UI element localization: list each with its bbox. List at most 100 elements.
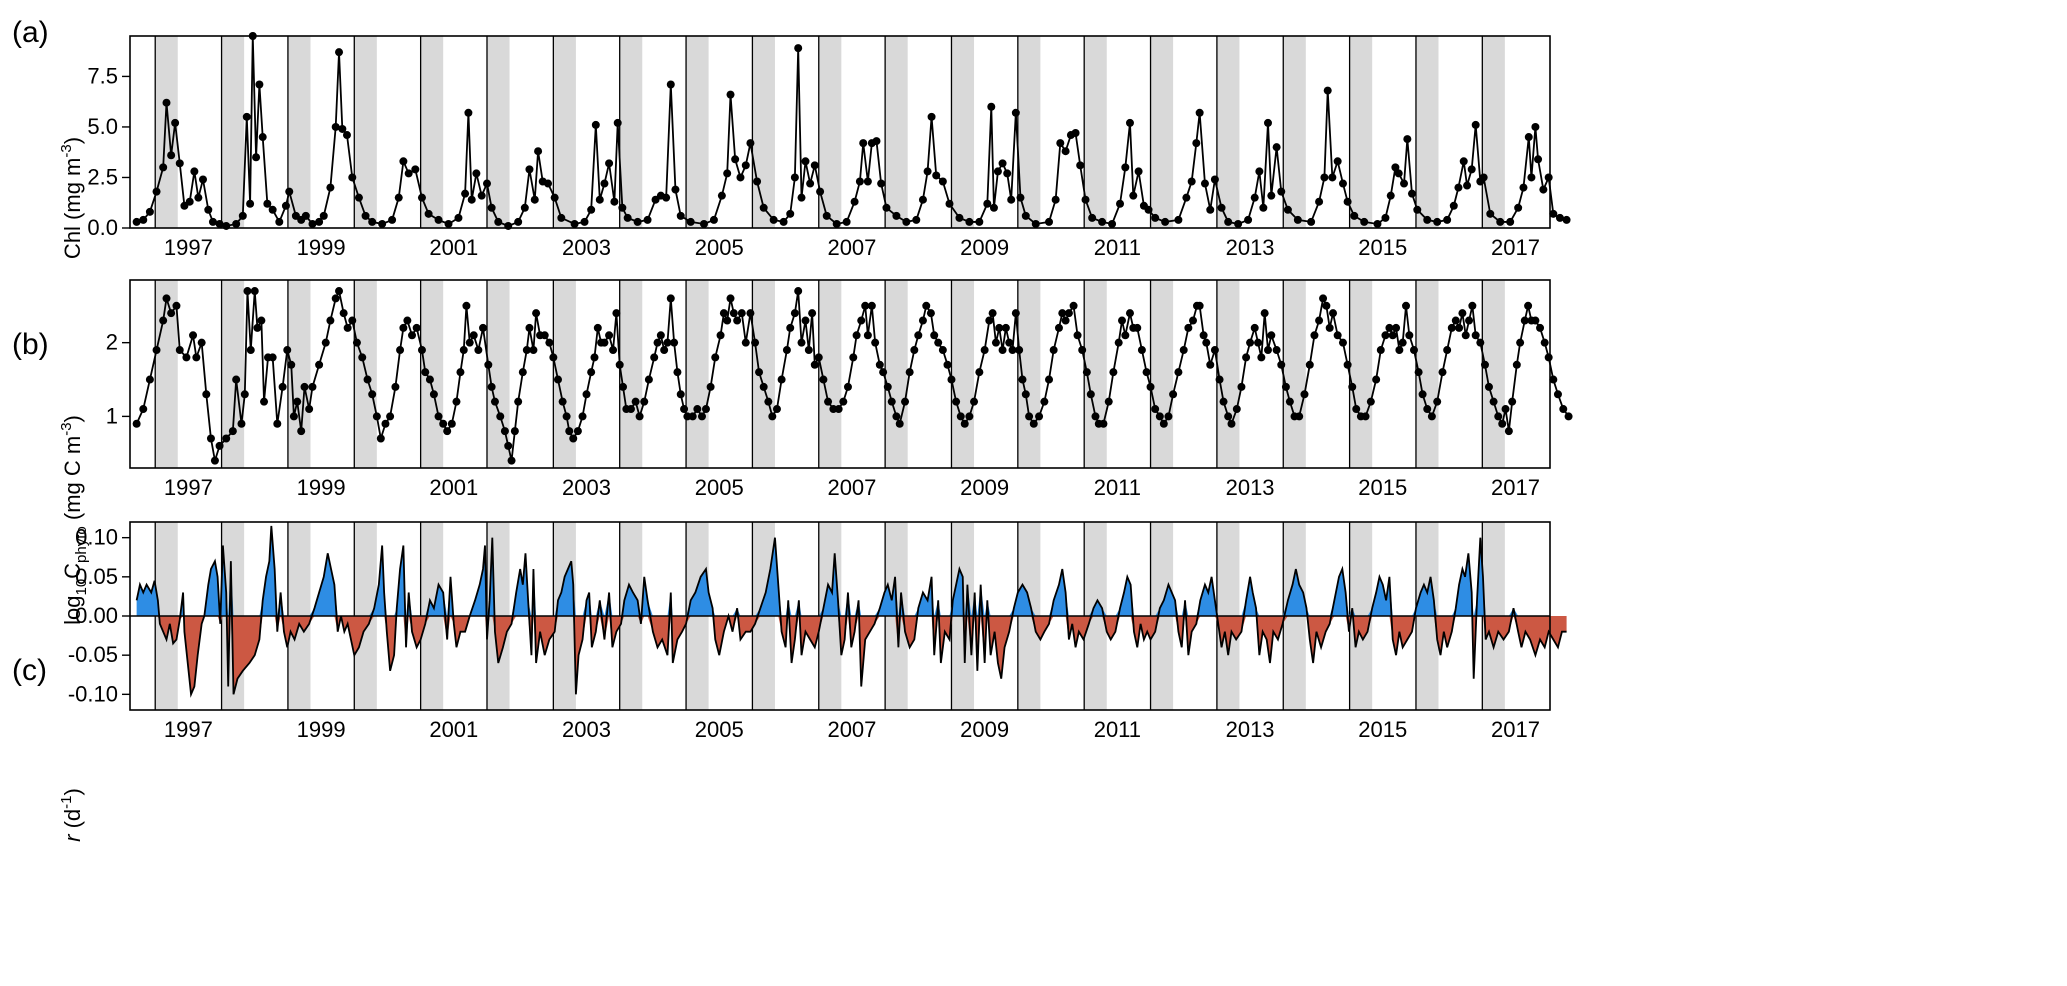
data-point-a-174 (1195, 108, 1204, 117)
data-point-a-72 (544, 179, 553, 188)
winter-shade-a-2011 (1084, 36, 1107, 228)
data-point-b-310 (1443, 346, 1452, 355)
winter-shade-a-2017 (1482, 36, 1505, 228)
data-point-a-169 (1161, 217, 1170, 226)
data-point-b-215 (1035, 412, 1044, 421)
data-point-b-96 (553, 375, 562, 384)
x-tick-label-c-0: 1997 (164, 717, 213, 742)
data-point-a-19 (238, 211, 247, 220)
x-tick-label-c-5: 2007 (827, 717, 876, 742)
data-point-a-36 (319, 211, 328, 220)
data-point-b-257 (1215, 375, 1224, 384)
data-point-b-299 (1395, 346, 1404, 355)
data-point-a-139 (983, 199, 992, 208)
winter-shade-a-2002 (486, 36, 510, 228)
data-point-b-162 (814, 353, 823, 362)
x-tick-label-a-0: 1997 (164, 235, 213, 260)
data-point-b-274 (1285, 397, 1294, 406)
data-point-b-89 (525, 323, 534, 332)
data-point-b-242 (1151, 405, 1160, 414)
data-point-b-167 (839, 397, 848, 406)
panel-label-a: (a) (12, 16, 49, 49)
data-point-a-218 (1471, 120, 1480, 129)
data-point-a-150 (1045, 217, 1054, 226)
data-point-b-226 (1082, 368, 1091, 377)
data-point-b-22 (243, 287, 252, 296)
data-point-a-47 (388, 215, 397, 224)
data-point-b-228 (1091, 412, 1100, 421)
data-point-b-139 (723, 316, 732, 325)
data-point-b-295 (1381, 331, 1390, 340)
winter-shade-b-2005 (686, 280, 709, 468)
data-point-b-112 (615, 360, 624, 369)
data-point-b-207 (1005, 338, 1014, 347)
data-point-b-154 (786, 323, 795, 332)
data-point-a-55 (444, 219, 453, 228)
data-point-b-192 (943, 360, 952, 369)
data-point-b-338 (1553, 390, 1562, 399)
data-point-b-209 (1011, 309, 1020, 318)
winter-shade-b-2016 (1415, 280, 1439, 468)
data-point-b-135 (706, 382, 715, 391)
data-point-a-127 (892, 211, 901, 220)
data-point-a-124 (872, 137, 881, 146)
data-point-a-74 (557, 213, 566, 222)
data-point-b-110 (609, 346, 618, 355)
data-point-b-240 (1142, 368, 1151, 377)
data-point-a-119 (850, 197, 859, 206)
data-point-b-262 (1237, 382, 1246, 391)
data-point-a-10 (185, 197, 194, 206)
data-point-a-161 (1116, 199, 1125, 208)
data-point-a-227 (1527, 173, 1536, 182)
data-point-b-46 (343, 323, 352, 332)
panel-c-ylabel-unit: (d (60, 809, 85, 835)
data-point-b-152 (777, 375, 786, 384)
data-point-b-282 (1322, 301, 1331, 310)
data-point-a-109 (790, 173, 799, 182)
winter-shade-a-1997 (155, 36, 178, 228)
data-point-a-108 (786, 209, 795, 218)
data-point-b-57 (396, 346, 405, 355)
data-point-b-71 (456, 368, 465, 377)
x-tick-label-c-7: 2011 (1094, 717, 1141, 742)
data-point-b-273 (1281, 382, 1290, 391)
data-point-a-144 (1003, 169, 1012, 178)
data-point-b-306 (1423, 405, 1432, 414)
data-point-b-254 (1202, 338, 1211, 347)
data-point-a-39 (335, 48, 344, 57)
data-point-b-182 (901, 397, 910, 406)
data-point-b-311 (1447, 323, 1456, 332)
data-point-b-98 (562, 412, 571, 421)
x-tick-label-b-0: 1997 (164, 475, 213, 500)
data-point-b-23 (246, 346, 255, 355)
data-point-a-103 (746, 139, 755, 148)
data-point-a-153 (1061, 147, 1070, 156)
data-point-a-60 (472, 169, 481, 178)
data-point-b-202 (988, 309, 997, 318)
winter-shade-a-1999 (287, 36, 311, 228)
data-point-a-233 (1555, 213, 1564, 222)
data-point-b-55 (386, 412, 395, 421)
data-point-a-168 (1151, 213, 1160, 222)
data-point-b-317 (1468, 301, 1477, 310)
data-point-a-201 (1373, 219, 1382, 228)
data-point-a-104 (753, 177, 762, 186)
data-point-b-59 (403, 316, 412, 325)
data-point-b-294 (1376, 346, 1385, 355)
data-point-a-27 (268, 205, 277, 214)
data-point-b-220 (1058, 309, 1067, 318)
data-point-a-25 (258, 133, 267, 142)
panel-b-ylabel: log10Cphyto (mg C m-3) (58, 415, 90, 625)
data-point-b-121 (653, 338, 662, 347)
data-point-b-1 (139, 405, 148, 414)
data-point-a-209 (1413, 205, 1422, 214)
data-point-a-185 (1263, 118, 1272, 127)
data-point-b-45 (339, 309, 348, 318)
data-point-b-52 (372, 412, 381, 421)
data-point-b-305 (1418, 390, 1427, 399)
data-point-b-235 (1121, 331, 1130, 340)
data-point-b-128 (676, 390, 685, 399)
data-point-a-77 (587, 205, 596, 214)
data-point-b-184 (910, 346, 919, 355)
